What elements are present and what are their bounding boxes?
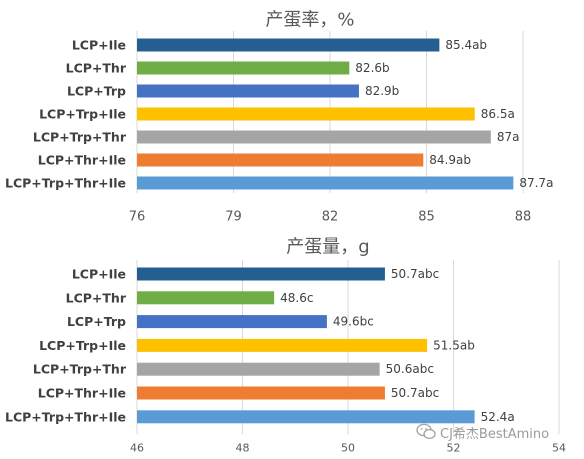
category-label: LCP+Thr (66, 61, 127, 76)
bar (137, 61, 350, 75)
bar (137, 153, 424, 167)
data-label: 52.4a (481, 410, 515, 424)
data-label: 82.6b (355, 61, 389, 75)
bar (137, 176, 514, 190)
data-label: 50.7abc (391, 267, 439, 281)
category-label: LCP+Trp+Thr (33, 130, 127, 145)
category-label: LCP+Thr (66, 290, 127, 305)
bar (137, 410, 475, 424)
category-label: LCP+Trp+Ile (39, 338, 126, 353)
tick-label: 88 (515, 210, 532, 225)
category-label: LCP+Thr+Ile (38, 386, 126, 401)
category-label: LCP+Trp+Ile (39, 107, 126, 122)
data-label: 51.5ab (433, 338, 475, 352)
watermark-text: CJ希杰BestAmino (440, 426, 550, 442)
bar (137, 315, 327, 329)
bar (137, 38, 440, 52)
tick-label: 79 (225, 210, 242, 225)
data-label: 50.7abc (391, 386, 439, 400)
chart-1: 产蛋率，% 76 79 82 85 88 LCP+Ile 85.4ab LCP+Thr 82.6b… (5, 10, 553, 225)
category-label: LCP+Trp+Thr+Ile (5, 176, 126, 191)
category-label: LCP+Thr+Ile (38, 153, 126, 168)
data-label: 86.5a (481, 107, 515, 121)
data-label: 49.6bc (333, 315, 374, 329)
tick-label: 46 (130, 442, 144, 455)
data-label: 82.9b (365, 84, 399, 98)
data-label: 84.9ab (429, 153, 471, 167)
bar (137, 338, 428, 352)
bar (137, 362, 380, 376)
data-label: 85.4ab (445, 38, 487, 52)
tick-label: 82 (322, 210, 339, 225)
tick-label: 85 (418, 210, 435, 225)
chart-title: 产蛋量，g (286, 237, 369, 258)
bar (137, 84, 359, 98)
chart-2: 产蛋量，g 46 48 50 52 54 LCP+Ile 50.7abc LCP+Thr 48.6… (5, 237, 566, 455)
watermark: CJ希杰BestAmino (416, 422, 549, 442)
tick-label: 76 (129, 210, 146, 225)
data-label: 87a (497, 130, 520, 144)
chart-title: 产蛋率，% (265, 10, 354, 31)
data-label: 50.6abc (386, 362, 434, 376)
data-label: 87.7a (519, 176, 553, 190)
bar (137, 130, 491, 144)
category-label: LCP+Trp+Thr+Ile (5, 409, 126, 424)
bar (137, 107, 475, 121)
tick-label: 52 (447, 442, 461, 455)
wechat-logo-icon (416, 423, 436, 440)
category-label: LCP+Trp (67, 314, 126, 329)
bar (137, 291, 275, 305)
bar (137, 267, 385, 281)
tick-label: 50 (341, 442, 355, 455)
category-label: LCP+Trp+Thr (33, 362, 127, 377)
category-label: LCP+Trp (67, 84, 126, 99)
category-label: LCP+Ile (72, 38, 126, 53)
tick-label: 48 (236, 442, 250, 455)
tick-label: 54 (552, 442, 566, 455)
category-label: LCP+Ile (72, 267, 126, 282)
bar (137, 386, 385, 400)
data-label: 48.6c (280, 291, 313, 305)
